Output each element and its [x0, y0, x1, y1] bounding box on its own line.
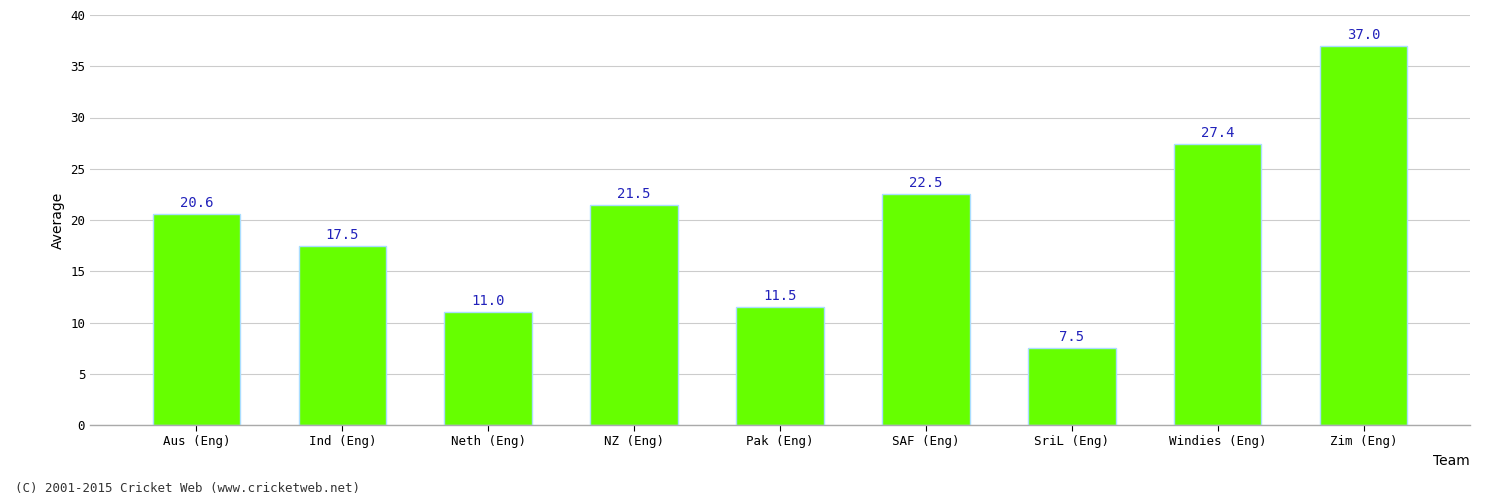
- Text: (C) 2001-2015 Cricket Web (www.cricketweb.net): (C) 2001-2015 Cricket Web (www.cricketwe…: [15, 482, 360, 495]
- Text: 21.5: 21.5: [618, 186, 651, 200]
- Text: 7.5: 7.5: [1059, 330, 1084, 344]
- Bar: [1320, 46, 1407, 425]
- X-axis label: Team: Team: [1434, 454, 1470, 468]
- Bar: [298, 246, 386, 425]
- Text: 17.5: 17.5: [326, 228, 358, 241]
- Text: 11.0: 11.0: [471, 294, 506, 308]
- Text: 22.5: 22.5: [909, 176, 942, 190]
- Bar: [736, 307, 824, 425]
- Y-axis label: Average: Average: [51, 192, 64, 248]
- Bar: [882, 194, 969, 425]
- Text: 37.0: 37.0: [1347, 28, 1380, 42]
- Text: 20.6: 20.6: [180, 196, 213, 210]
- Text: 27.4: 27.4: [1202, 126, 1234, 140]
- Bar: [1028, 348, 1116, 425]
- Bar: [591, 204, 678, 425]
- Text: 11.5: 11.5: [764, 289, 796, 303]
- Bar: [444, 312, 532, 425]
- Bar: [1174, 144, 1262, 425]
- Bar: [153, 214, 240, 425]
